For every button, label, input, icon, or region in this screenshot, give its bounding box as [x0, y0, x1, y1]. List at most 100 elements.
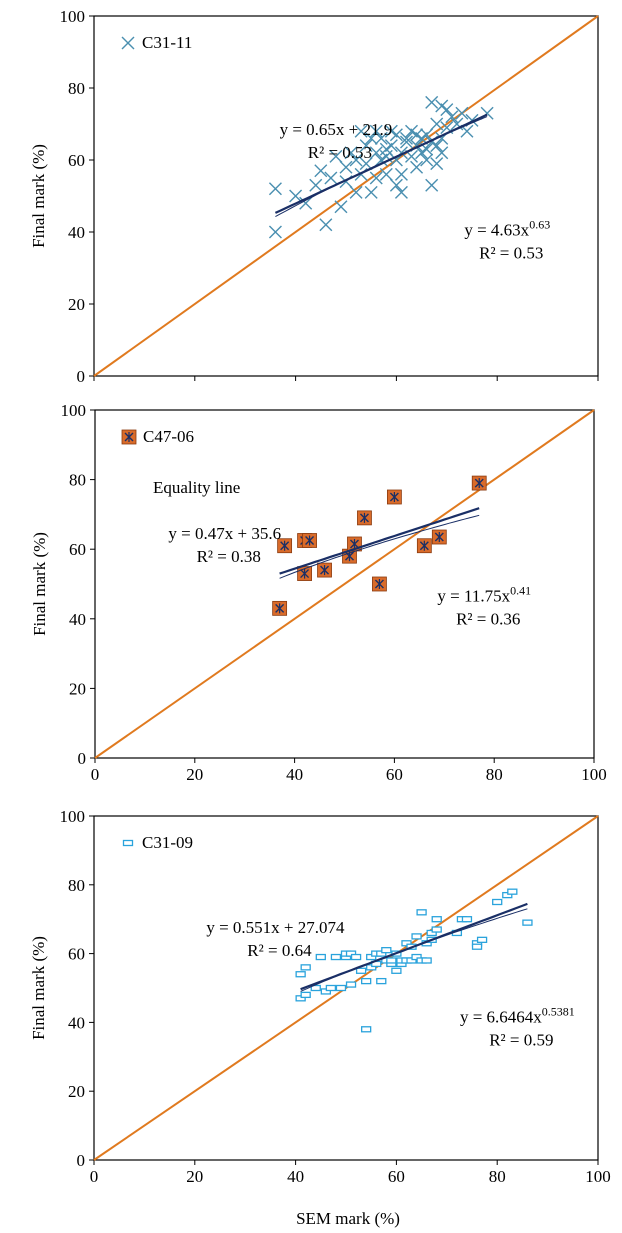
- legend-marker: [122, 839, 134, 847]
- data-point: [376, 977, 387, 985]
- y-tick-label: 80: [68, 79, 85, 98]
- y-tick-label: 20: [68, 1082, 85, 1101]
- panel-c31-09: 0 20 40 60 80 100 0 20 40 60 80 100 Final mark (%) C3…: [29, 807, 611, 1186]
- data-point: [399, 131, 413, 145]
- data-point: [364, 131, 378, 145]
- data-point: [329, 149, 343, 163]
- data-point: [455, 106, 469, 120]
- data-point: [420, 128, 434, 142]
- panel-c31-11: 0 20 40 60 80 100 Final mark (%) C31-11 y = 0.65…: [29, 7, 599, 386]
- data-point: [300, 991, 311, 999]
- x-tick-label: 100: [585, 1167, 611, 1186]
- data-point: [431, 529, 447, 545]
- data-point: [399, 135, 413, 149]
- x-tick-label: 80: [486, 765, 503, 784]
- data-point: [430, 157, 444, 171]
- data-point: [440, 103, 454, 117]
- data-point: [386, 957, 397, 964]
- data-point: [344, 146, 358, 160]
- data-point: [309, 178, 323, 192]
- linear-fit-line: [279, 507, 480, 575]
- data-point: [289, 189, 303, 203]
- data-point: [268, 225, 282, 239]
- data-point: [389, 178, 403, 192]
- data-point: [364, 185, 378, 199]
- data-point: [330, 953, 342, 961]
- data-point: [386, 489, 402, 505]
- data-point: [361, 1026, 372, 1033]
- data-point: [325, 984, 337, 992]
- data-point: [335, 984, 347, 992]
- data-point: [361, 977, 372, 985]
- data-point: [522, 919, 533, 926]
- power-fit-r2: R² = 0.59: [489, 1030, 553, 1049]
- y-tick-label: 40: [68, 1013, 85, 1032]
- data-point: [319, 218, 333, 232]
- data-point: [394, 167, 408, 181]
- data-point: [445, 110, 459, 124]
- legend-label: C47-06: [143, 427, 194, 446]
- data-point: [374, 131, 388, 145]
- data-point: [492, 898, 503, 906]
- data-point: [410, 160, 424, 174]
- data-point: [435, 146, 449, 160]
- data-point: [394, 185, 408, 199]
- equality-line: [93, 15, 599, 377]
- x-tick-label: 100: [581, 765, 607, 784]
- data-point: [302, 533, 317, 548]
- legend-label: C31-09: [142, 833, 193, 852]
- data-point: [300, 964, 311, 971]
- x-tick-label: 60: [388, 1167, 405, 1186]
- power-fit-equation: y = 4.63x0.63: [464, 218, 550, 240]
- data-point: [277, 538, 293, 554]
- data-point: [359, 139, 373, 153]
- data-point: [369, 146, 383, 160]
- data-point: [421, 957, 432, 964]
- data-point: [430, 139, 444, 153]
- data-point: [369, 171, 383, 185]
- power-fit-line: [300, 908, 528, 992]
- data-point: [416, 538, 432, 554]
- y-tick-label: 100: [60, 7, 86, 26]
- legend-equality-label: Equality line: [153, 478, 240, 497]
- data-point: [381, 947, 392, 954]
- y-tick-label: 20: [68, 295, 85, 314]
- y-tick-label: 100: [60, 807, 86, 826]
- power-fit-equation: y = 6.6464x0.5381: [460, 1004, 575, 1026]
- data-point: [272, 600, 288, 616]
- x-tick-label: 20: [186, 765, 203, 784]
- y-tick-label: 60: [69, 540, 86, 559]
- panel-c47-06: 0 20 40 60 80 100 0 20 40 60 80 100 Final mark (%) C4…: [30, 401, 607, 784]
- data-point: [268, 182, 282, 196]
- data-point: [420, 153, 434, 167]
- equality-line: [94, 409, 595, 759]
- y-axis-label: Final mark (%): [29, 936, 48, 1040]
- data-point: [359, 157, 373, 171]
- data-point: [416, 909, 427, 916]
- legend-marker: [121, 36, 135, 50]
- x-tick-label: 20: [186, 1167, 203, 1186]
- x-tick-label: 40: [287, 1167, 304, 1186]
- data-point: [389, 128, 403, 142]
- linear-fit-equation: y = 0.47x + 35.6: [168, 524, 281, 543]
- data-point: [295, 971, 306, 978]
- plot-frame: [94, 409, 595, 759]
- x-axis-label: SEM mark (%): [296, 1209, 400, 1228]
- x-tick-label: 80: [489, 1167, 506, 1186]
- power-fit-line: [275, 116, 488, 218]
- data-point: [372, 576, 387, 592]
- data-point: [391, 967, 402, 974]
- data-point: [355, 967, 367, 974]
- y-tick-label: 0: [77, 1151, 86, 1170]
- data-point: [357, 510, 372, 526]
- y-tick-label: 0: [77, 367, 86, 386]
- data-point: [507, 888, 518, 895]
- y-axis-label: Final mark (%): [30, 532, 49, 636]
- y-tick-label: 0: [78, 749, 87, 768]
- x-tick-label: 0: [91, 765, 100, 784]
- linear-fit-r2: R² = 0.64: [247, 941, 312, 960]
- data-point: [350, 953, 362, 961]
- plot-frame: [93, 815, 599, 1161]
- data-point: [430, 117, 444, 131]
